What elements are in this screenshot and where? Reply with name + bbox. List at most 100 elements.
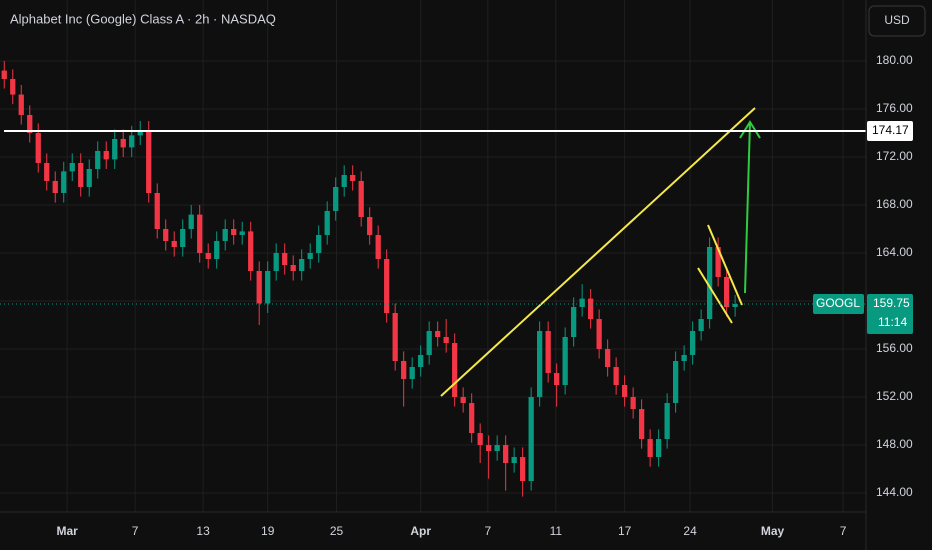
candle-body [205, 252, 211, 260]
y-tick-label: 156.00 [876, 341, 913, 355]
flag-line [707, 224, 743, 306]
y-tick-label: 164.00 [876, 245, 913, 259]
candle-body [171, 240, 177, 247]
chart-title: Alphabet Inc (Google) Class A · 2h · NAS… [10, 11, 276, 26]
currency-button[interactable] [868, 5, 926, 37]
overlay [0, 129, 866, 305]
y-tick-label: 172.00 [876, 149, 913, 163]
candle-body [418, 355, 424, 368]
candle-body [273, 252, 279, 272]
x-tick-label: 7 [840, 524, 847, 538]
candle-body [409, 367, 415, 380]
candle-body [452, 343, 458, 398]
candle-body [367, 216, 373, 235]
candle-body [588, 298, 594, 320]
candle-body [18, 94, 24, 115]
candle-body [622, 385, 628, 398]
candle-body [120, 138, 126, 148]
candle-body [86, 168, 92, 187]
candle-body [299, 259, 305, 272]
candle-body [248, 231, 254, 272]
symbol-label-box [813, 294, 864, 315]
x-tick-label: May [761, 524, 785, 538]
candle-body [78, 162, 84, 187]
candle-body [222, 228, 228, 241]
candle-body [324, 210, 330, 235]
candle-body [392, 313, 398, 362]
y-tick-label: 152.00 [876, 389, 913, 403]
candle-body [290, 265, 296, 272]
x-tick-label: 11 [550, 524, 563, 538]
x-tick-label: 7 [484, 524, 491, 538]
candles [1, 60, 738, 497]
x-tick-label: 24 [683, 524, 697, 538]
x-tick-label: 17 [618, 524, 632, 538]
candle-body [672, 361, 679, 404]
candle-body [341, 174, 347, 187]
candle-body [613, 367, 619, 386]
x-tick-label: Apr [410, 524, 431, 538]
candle-body [35, 132, 41, 163]
candle-body [27, 114, 33, 133]
candle-body [571, 307, 577, 338]
candle-body [282, 252, 288, 266]
drawings [440, 107, 761, 397]
candle-body [69, 162, 75, 172]
candle-body [44, 162, 50, 181]
candle-body [316, 234, 322, 253]
x-tick-label: 7 [132, 524, 139, 538]
candle-body [214, 240, 220, 260]
candle-body [520, 457, 526, 482]
grid [0, 0, 866, 512]
candle-body [477, 433, 483, 446]
candle-body [350, 174, 356, 181]
candle-body [715, 246, 721, 278]
candle-body [180, 228, 186, 247]
countdown-label: 11:14 [878, 315, 907, 329]
trend-line [440, 107, 756, 397]
target-arrow [739, 120, 761, 294]
candle-body [706, 246, 713, 320]
candle-body [656, 439, 662, 458]
candle-body [137, 130, 143, 136]
candle-body [188, 214, 194, 229]
candle-body [494, 445, 500, 452]
candle-body [154, 192, 160, 229]
candle-body [596, 319, 602, 350]
candle-body [103, 150, 109, 160]
candle-body [333, 186, 339, 211]
candle-body [112, 138, 118, 160]
price-line-label: 174.17 [872, 123, 909, 137]
flag-line [697, 267, 733, 324]
candle-body [664, 403, 670, 440]
candle-body [401, 361, 407, 380]
candle-body [681, 355, 687, 362]
candle-body [554, 373, 560, 386]
candle-body [358, 180, 364, 217]
candle-body [443, 337, 449, 344]
axes: 144.00148.00152.00156.00160.00164.00168.… [56, 53, 913, 538]
candle-body [630, 397, 636, 410]
y-tick-label: 144.00 [876, 485, 913, 499]
candle-body [375, 234, 381, 260]
symbol-label: GOOGL [816, 296, 860, 310]
candle-body [426, 331, 432, 356]
x-tick-label: 19 [261, 524, 275, 538]
candle-body [698, 319, 704, 332]
candle-body [1, 70, 7, 79]
candle-body [239, 231, 245, 235]
candle-body [511, 457, 517, 464]
candle-body [10, 78, 16, 95]
candle-body [469, 403, 475, 434]
candle-body [307, 252, 313, 260]
currency-label[interactable]: USD [884, 13, 910, 27]
candle-body [545, 331, 551, 374]
candle-body [689, 331, 696, 356]
candle-body [52, 180, 58, 193]
candle-body [265, 271, 271, 304]
candle-body [146, 130, 152, 193]
last-price-box [867, 294, 913, 335]
